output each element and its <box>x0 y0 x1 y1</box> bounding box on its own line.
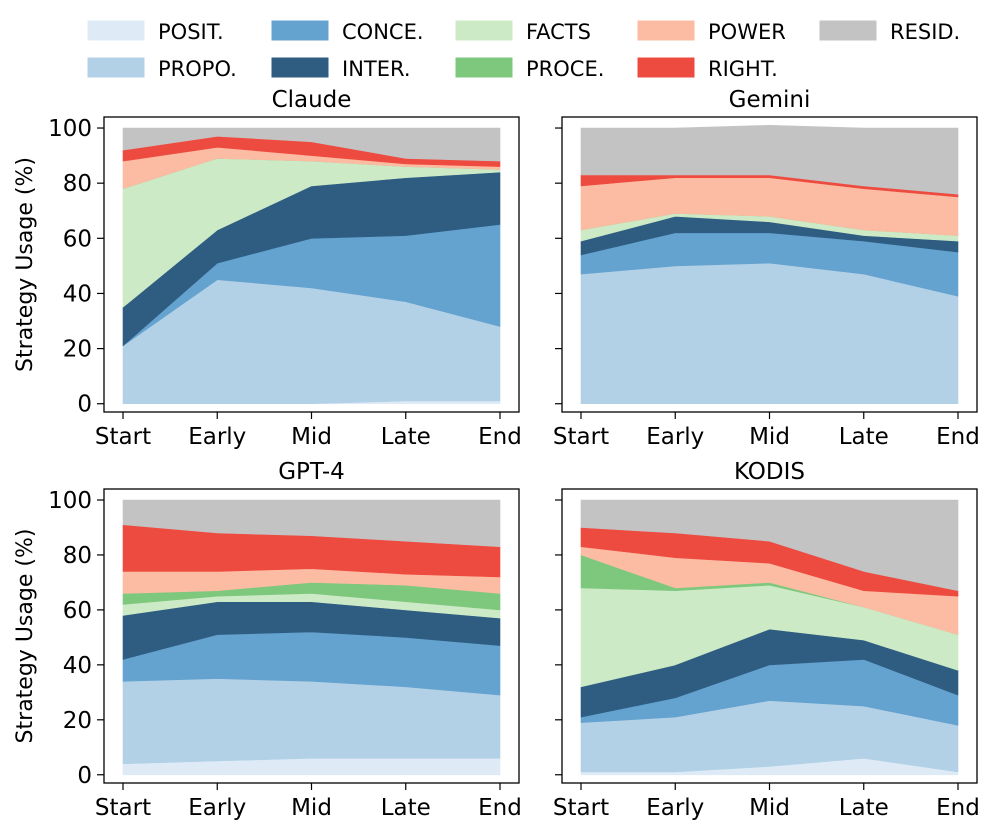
y-tick-label: 80 <box>63 543 92 569</box>
y-tick-label: 0 <box>77 392 92 418</box>
y-axis: 0 20 40 60 80 100 <box>48 116 104 418</box>
legend-item-facts: FACTS <box>455 20 591 44</box>
x-tick-label: Late <box>839 795 889 821</box>
stacked-areas <box>580 499 959 776</box>
x-tick-label: Mid <box>291 795 332 821</box>
legend-swatch <box>271 20 329 41</box>
legend-label: RESID. <box>890 20 960 44</box>
y-tick-label: 40 <box>63 281 92 307</box>
legend-label: CONCE. <box>342 20 424 44</box>
x-axis: Start Early Mid Late End <box>553 412 980 450</box>
legend: POSIT. PROPO. CONCE. INTER. FACTS PROCE. POWER… <box>87 20 960 81</box>
x-tick-label: Early <box>188 424 246 450</box>
y-axis-label: Strategy Usage (%) <box>13 529 38 744</box>
legend-label: PROCE. <box>526 57 604 81</box>
y-axis <box>555 127 562 405</box>
y-tick-label: 20 <box>63 708 92 734</box>
x-tick-label: Start <box>553 424 609 450</box>
legend-item-power: POWER <box>637 20 786 44</box>
x-tick-label: Late <box>381 424 431 450</box>
legend-label: FACTS <box>526 20 591 44</box>
x-tick-label: Early <box>646 795 704 821</box>
panel-kodis: KODIS Start Early Mid Late End <box>553 459 980 821</box>
x-axis: Start Early Mid Late End <box>95 783 522 821</box>
panel-title: GPT-4 <box>278 459 345 485</box>
legend-swatch <box>271 57 329 78</box>
x-tick-label: Mid <box>291 424 332 450</box>
legend-label: RIGHT. <box>708 57 778 81</box>
x-tick-label: Start <box>95 424 151 450</box>
legend-item-propo: PROPO. <box>87 57 237 81</box>
panel-gemini: Gemini Start Early Mid Late End <box>553 87 980 450</box>
y-axis-label: Strategy Usage (%) <box>13 157 38 372</box>
panel-title: KODIS <box>734 459 805 485</box>
legend-item-conce: CONCE. <box>271 20 424 44</box>
legend-label: PROPO. <box>158 57 237 81</box>
legend-item-posit: POSIT. <box>87 20 224 44</box>
y-tick-label: 60 <box>63 226 92 252</box>
area-propo <box>122 678 501 765</box>
area-resid <box>122 127 501 162</box>
y-axis <box>555 499 562 776</box>
panel-gpt-4: GPT-4 0 20 40 60 80 100 Start Early Mid Late End Str… <box>13 459 522 821</box>
x-tick-label: Early <box>188 795 246 821</box>
y-tick-label: 20 <box>63 337 92 363</box>
y-tick-label: 80 <box>63 171 92 197</box>
y-tick-label: 60 <box>63 598 92 624</box>
y-tick-label: 0 <box>77 763 92 789</box>
panel-title: Claude <box>272 87 352 113</box>
legend-label: INTER. <box>342 57 411 81</box>
legend-item-right: RIGHT. <box>637 57 778 81</box>
x-axis: Start Early Mid Late End <box>553 783 980 821</box>
x-tick-label: Early <box>646 424 704 450</box>
stacked-areas <box>122 499 501 776</box>
legend-swatch <box>637 57 695 78</box>
x-tick-label: Late <box>381 795 431 821</box>
y-axis: 0 20 40 60 80 100 <box>48 488 104 789</box>
legend-swatch <box>819 20 877 41</box>
stacked-areas <box>122 127 501 404</box>
x-tick-label: End <box>478 424 522 450</box>
y-tick-label: 100 <box>48 488 92 514</box>
legend-swatch <box>455 57 513 78</box>
legend-item-inter: INTER. <box>271 57 411 81</box>
x-tick-label: End <box>478 795 522 821</box>
x-tick-label: End <box>936 424 980 450</box>
legend-swatch <box>87 57 145 78</box>
stacked-areas <box>580 125 959 404</box>
area-propo <box>580 262 959 404</box>
x-axis: Start Early Mid Late End <box>95 412 522 450</box>
x-tick-label: Mid <box>749 424 790 450</box>
y-tick-label: 40 <box>63 653 92 679</box>
panel-title: Gemini <box>729 87 811 113</box>
x-tick-label: Start <box>553 795 609 821</box>
area-resid <box>580 499 959 591</box>
legend-swatch <box>637 20 695 41</box>
legend-item-proce: PROCE. <box>455 57 604 81</box>
area-resid <box>122 499 501 547</box>
area-resid <box>580 125 959 195</box>
legend-swatch <box>87 20 145 41</box>
legend-label: POSIT. <box>158 20 224 44</box>
legend-swatch <box>455 20 513 41</box>
x-tick-label: Mid <box>749 795 790 821</box>
y-tick-label: 100 <box>48 116 92 142</box>
legend-item-resid: RESID. <box>819 20 960 44</box>
x-tick-label: End <box>936 795 980 821</box>
legend-label: POWER <box>708 20 786 44</box>
x-tick-label: Late <box>839 424 889 450</box>
x-tick-label: Start <box>95 795 151 821</box>
